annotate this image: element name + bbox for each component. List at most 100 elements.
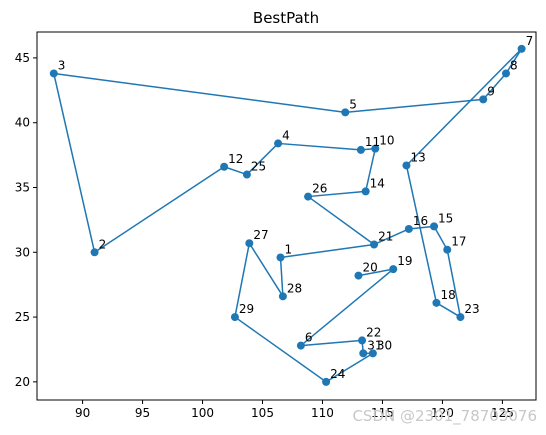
x-tick-label: 105	[251, 406, 274, 420]
path-segment	[364, 148, 376, 192]
path-segment	[408, 225, 435, 230]
x-tick-label: 100	[191, 406, 214, 420]
y-tick-label: 25	[15, 310, 30, 324]
city-point-12	[220, 162, 229, 171]
y-tick-label: 30	[15, 245, 30, 259]
path-segment	[234, 316, 327, 383]
city-label-16: 16	[413, 214, 428, 228]
path-segment	[300, 339, 363, 347]
city-point-16	[404, 224, 413, 233]
city-label-14: 14	[370, 176, 385, 190]
path-lines	[53, 48, 523, 383]
city-point-23	[456, 313, 465, 322]
path-segment	[345, 98, 484, 114]
city-point-28	[278, 292, 287, 301]
city-label-23: 23	[464, 302, 479, 316]
chart-title: BestPath	[253, 9, 319, 27]
path-segment	[53, 72, 346, 114]
path-segment	[308, 190, 366, 198]
city-label-21: 21	[378, 230, 393, 244]
path-segment	[436, 302, 461, 318]
watermark-text: CSDN @2301_78703076	[352, 407, 537, 426]
x-tick-label: 95	[135, 406, 150, 420]
x-tick-label: 125	[491, 406, 514, 420]
x-tick-label: 90	[75, 406, 90, 420]
axes-frame	[36, 31, 537, 401]
city-point-9	[479, 95, 488, 104]
city-label-24: 24	[330, 367, 345, 381]
path-segment	[505, 48, 523, 74]
city-point-4	[274, 139, 283, 148]
y-tick-label: 45	[15, 51, 30, 65]
city-label-22: 22	[366, 325, 381, 339]
city-point-7	[517, 44, 526, 53]
y-tick-label: 20	[15, 375, 30, 389]
city-label-10: 10	[379, 134, 394, 148]
path-segment	[278, 142, 361, 151]
path-segment	[405, 48, 523, 166]
city-point-13	[402, 161, 411, 170]
city-point-2	[90, 248, 99, 257]
city-label-12: 12	[228, 152, 243, 166]
city-label-2: 2	[99, 237, 107, 251]
path-segment	[300, 268, 394, 347]
x-tick-label: 120	[431, 406, 454, 420]
path-segment	[94, 166, 225, 253]
city-point-22	[358, 336, 367, 345]
y-tick-label: 40	[15, 116, 30, 130]
city-label-17: 17	[451, 235, 466, 249]
city-label-3: 3	[58, 58, 66, 72]
path-segment	[325, 352, 374, 383]
city-label-18: 18	[440, 288, 455, 302]
city-point-31	[359, 349, 368, 358]
city-point-6	[296, 341, 305, 350]
x-axis: 90 95 100 105 110 115 120 125	[75, 400, 514, 420]
city-point-1	[276, 253, 285, 262]
city-point-11	[356, 145, 365, 154]
city-label-28: 28	[287, 281, 302, 295]
city-label-26: 26	[312, 182, 327, 196]
city-label-6: 6	[305, 331, 313, 345]
city-label-20: 20	[362, 261, 377, 275]
path-segment	[446, 249, 462, 318]
city-point-21	[370, 240, 379, 249]
path-points	[49, 44, 526, 386]
city-label-25: 25	[251, 160, 266, 174]
city-point-14	[361, 187, 370, 196]
city-point-8	[502, 69, 511, 78]
path-segment	[433, 225, 448, 251]
city-label-27: 27	[253, 228, 268, 242]
path-segment	[373, 228, 410, 246]
city-point-19	[389, 265, 398, 274]
x-tick-label: 115	[371, 406, 394, 420]
city-point-27	[245, 239, 254, 248]
city-label-13: 13	[410, 150, 425, 164]
city-label-15: 15	[438, 211, 453, 225]
y-axis: 20 25 30 35 40 45	[15, 51, 37, 389]
path-segment	[307, 195, 375, 246]
city-point-20	[354, 271, 363, 280]
path-segment	[279, 257, 284, 297]
city-label-29: 29	[239, 302, 254, 316]
city-label-31: 31	[367, 338, 382, 352]
city-label-11: 11	[365, 135, 380, 149]
city-label-19: 19	[397, 254, 412, 268]
path-segment	[248, 242, 284, 297]
city-label-7: 7	[526, 34, 534, 48]
city-label-4: 4	[282, 128, 290, 142]
city-point-18	[432, 298, 441, 307]
city-point-30	[368, 349, 377, 358]
path-segment	[280, 243, 375, 259]
city-point-26	[304, 192, 313, 201]
city-point-24	[322, 377, 331, 386]
city-label-30: 30	[377, 338, 392, 352]
path-segment	[234, 243, 251, 318]
city-point-25	[242, 170, 251, 179]
y-tick-label: 35	[15, 180, 30, 194]
city-label-9: 9	[487, 84, 495, 98]
